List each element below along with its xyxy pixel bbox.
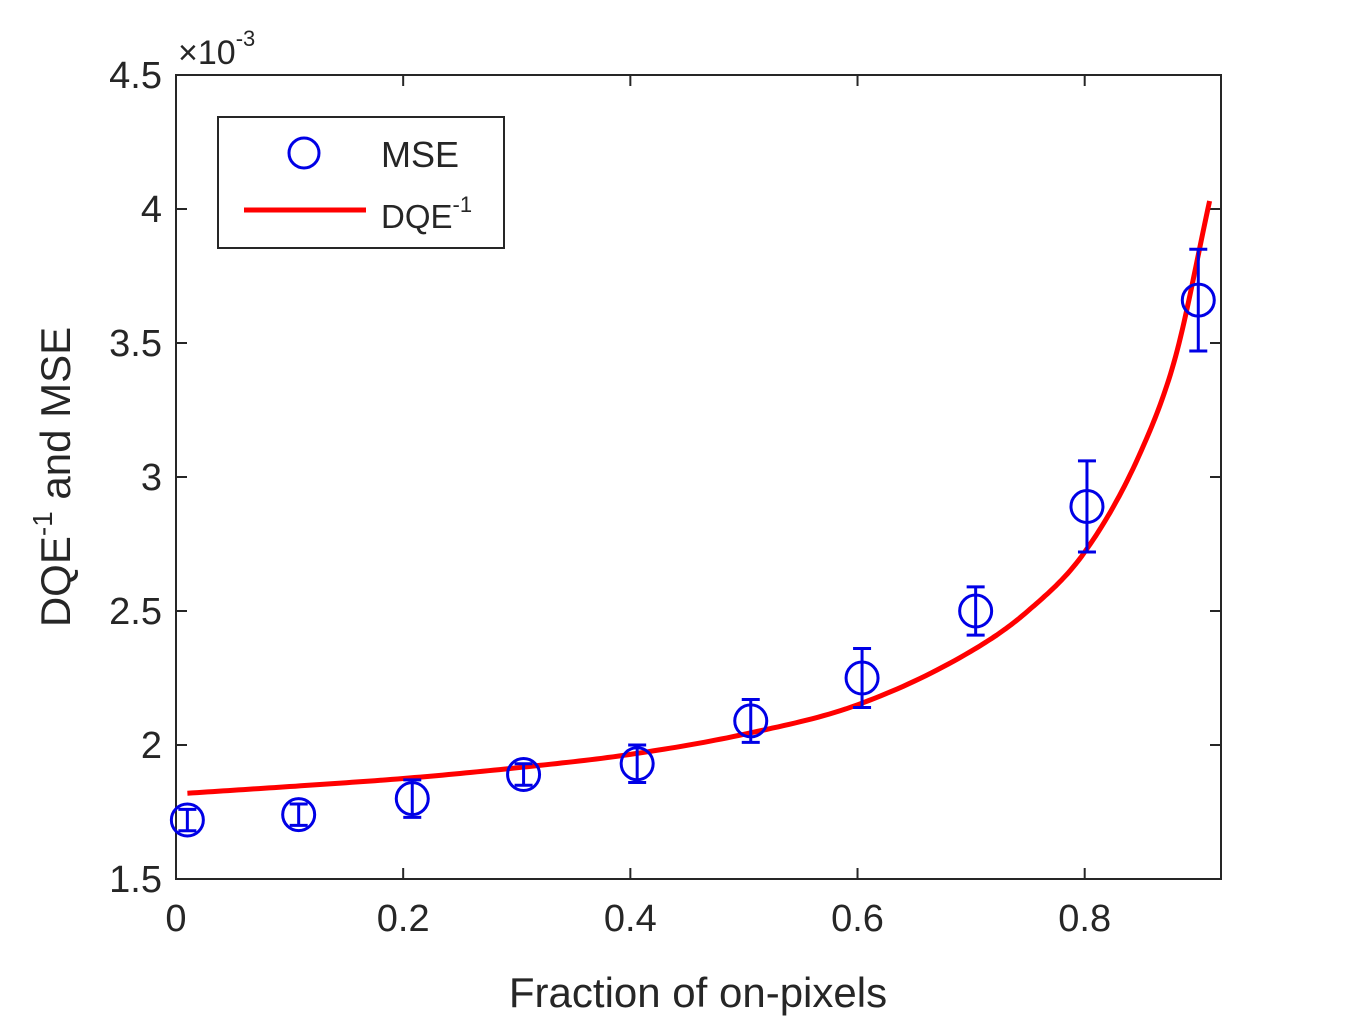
y-tick-label: 2: [141, 725, 162, 767]
y-tick-label: 3.5: [109, 323, 162, 365]
legend-mse-label: MSE: [381, 134, 459, 175]
mse-marker: [733, 703, 769, 739]
mse-marker: [844, 660, 880, 696]
dqe-curve-layer: [187, 200, 1213, 796]
x-tick-labels: 0 0.2 0.4 0.6 0.8: [165, 898, 1111, 940]
mse-marker: [958, 593, 994, 629]
x-axis-label: Fraction of on-pixels: [509, 969, 887, 1016]
y-axis-label: DQE-1 and MSE: [27, 327, 79, 627]
legend-dqe-label: DQE-1: [381, 192, 472, 235]
legend-box: [217, 116, 505, 249]
legend-mse-marker: [287, 136, 321, 170]
mse-marker-layer: [169, 247, 1216, 838]
y-tick-label: 2.5: [109, 591, 162, 633]
y-tick-label: 3: [141, 457, 162, 499]
mse-marker: [169, 802, 205, 838]
mse-marker: [619, 746, 655, 782]
x-tick-label: 0: [165, 898, 186, 940]
axis-ticks: [175, 74, 1221, 880]
mse-marker: [281, 797, 317, 833]
x-tick-label: 0.4: [604, 898, 657, 940]
mse-marker: [394, 781, 430, 817]
legend: MSE DQE-1: [217, 116, 505, 249]
y-tick-labels: 1.5 2 2.5 3 3.5 4 4.5: [109, 55, 162, 901]
mse-marker: [506, 756, 542, 792]
y-exponent-label: ×10-3: [178, 26, 255, 72]
y-tick-label: 4: [141, 189, 162, 231]
mse-marker: [1180, 282, 1216, 318]
x-tick-label: 0.2: [377, 898, 430, 940]
x-tick-label: 0.6: [831, 898, 884, 940]
mse-marker: [1069, 488, 1105, 524]
dqe-inverse-curve: [187, 200, 1213, 796]
y-tick-label: 1.5: [109, 859, 162, 901]
x-tick-label: 0.8: [1058, 898, 1111, 940]
y-tick-label: 4.5: [109, 55, 162, 97]
